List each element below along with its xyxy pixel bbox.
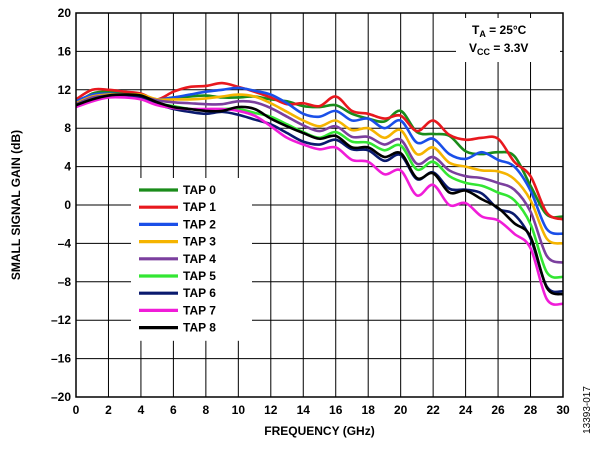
x-tick-label: 20 <box>394 403 408 417</box>
x-tick-label: 14 <box>297 403 311 417</box>
x-tick-label: 22 <box>426 403 440 417</box>
legend-label-tap-5: TAP 5 <box>183 269 216 283</box>
x-tick-label: 12 <box>264 403 278 417</box>
x-tick-label: 8 <box>203 403 210 417</box>
ta-main: T <box>472 23 480 37</box>
supply-condition: VCC = 3.3V <box>469 41 528 57</box>
vcc-main: V <box>469 41 477 55</box>
series-line-tap-7 <box>75 95 564 306</box>
vcc-subscript: CC <box>477 47 490 57</box>
grid <box>75 12 564 398</box>
conditions-box <box>456 18 560 62</box>
x-tick-label: 0 <box>73 403 80 417</box>
x-tick-label: 2 <box>105 403 112 417</box>
series-line-tap-8 <box>75 93 564 296</box>
y-tick-label: –12 <box>51 313 71 327</box>
legend-label-tap-7: TAP 7 <box>183 303 216 317</box>
temperature-condition: TA = 25°C <box>472 23 527 39</box>
x-tick-label: 16 <box>329 403 343 417</box>
legend-label-tap-1: TAP 1 <box>183 200 216 214</box>
y-tick-label: –8 <box>58 275 72 289</box>
x-tick-label: 6 <box>170 403 177 417</box>
x-tick-label: 30 <box>556 403 570 417</box>
legend-label-tap-4: TAP 4 <box>183 252 216 266</box>
x-tick-label: 28 <box>524 403 538 417</box>
legend: TAP 0 TAP 1 TAP 2 TAP 3 TAP 4 TAP 5 TAP 6 TAP 7… <box>131 178 252 341</box>
figure-id: 13393-017 <box>582 386 593 434</box>
plot-frame <box>75 12 564 398</box>
x-tick-label: 18 <box>362 403 376 417</box>
series-layer <box>75 81 564 306</box>
y-tick-label: –20 <box>51 390 71 404</box>
y-axis-title: SMALL SIGNAL GAIN (dB) <box>9 130 23 280</box>
legend-label-tap-0: TAP 0 <box>183 183 216 197</box>
x-tick-label: 24 <box>459 403 473 417</box>
x-axis-title: FREQUENCY (GHz) <box>264 424 374 438</box>
x-tick-label: 4 <box>138 403 145 417</box>
y-tick-label: 12 <box>58 83 72 97</box>
x-tick-labels: 0 2 4 6 8 10 12 14 16 18 20 22 24 26 28 30 <box>73 403 570 417</box>
legend-label-tap-8: TAP 8 <box>183 321 216 335</box>
legend-label-tap-3: TAP 3 <box>183 235 216 249</box>
y-tick-label: 4 <box>64 160 71 174</box>
vcc-value: = 3.3V <box>490 41 528 55</box>
legend-label-tap-6: TAP 6 <box>183 286 216 300</box>
y-tick-label: 20 <box>58 6 72 20</box>
y-tick-label: 0 <box>64 198 71 212</box>
ta-subscript: A <box>479 29 486 39</box>
y-tick-labels: 20 16 12 8 4 0 –4 –8 –12 –16 –20 <box>51 6 71 404</box>
legend-label-tap-2: TAP 2 <box>183 217 216 231</box>
x-tick-label: 10 <box>232 403 246 417</box>
x-tick-label: 26 <box>491 403 505 417</box>
y-tick-label: –16 <box>51 352 71 366</box>
y-tick-label: –4 <box>58 236 72 250</box>
ta-value: = 25°C <box>486 23 527 37</box>
series-line-tap-4 <box>75 94 564 264</box>
y-tick-label: 8 <box>64 121 71 135</box>
y-tick-label: 16 <box>58 44 72 58</box>
